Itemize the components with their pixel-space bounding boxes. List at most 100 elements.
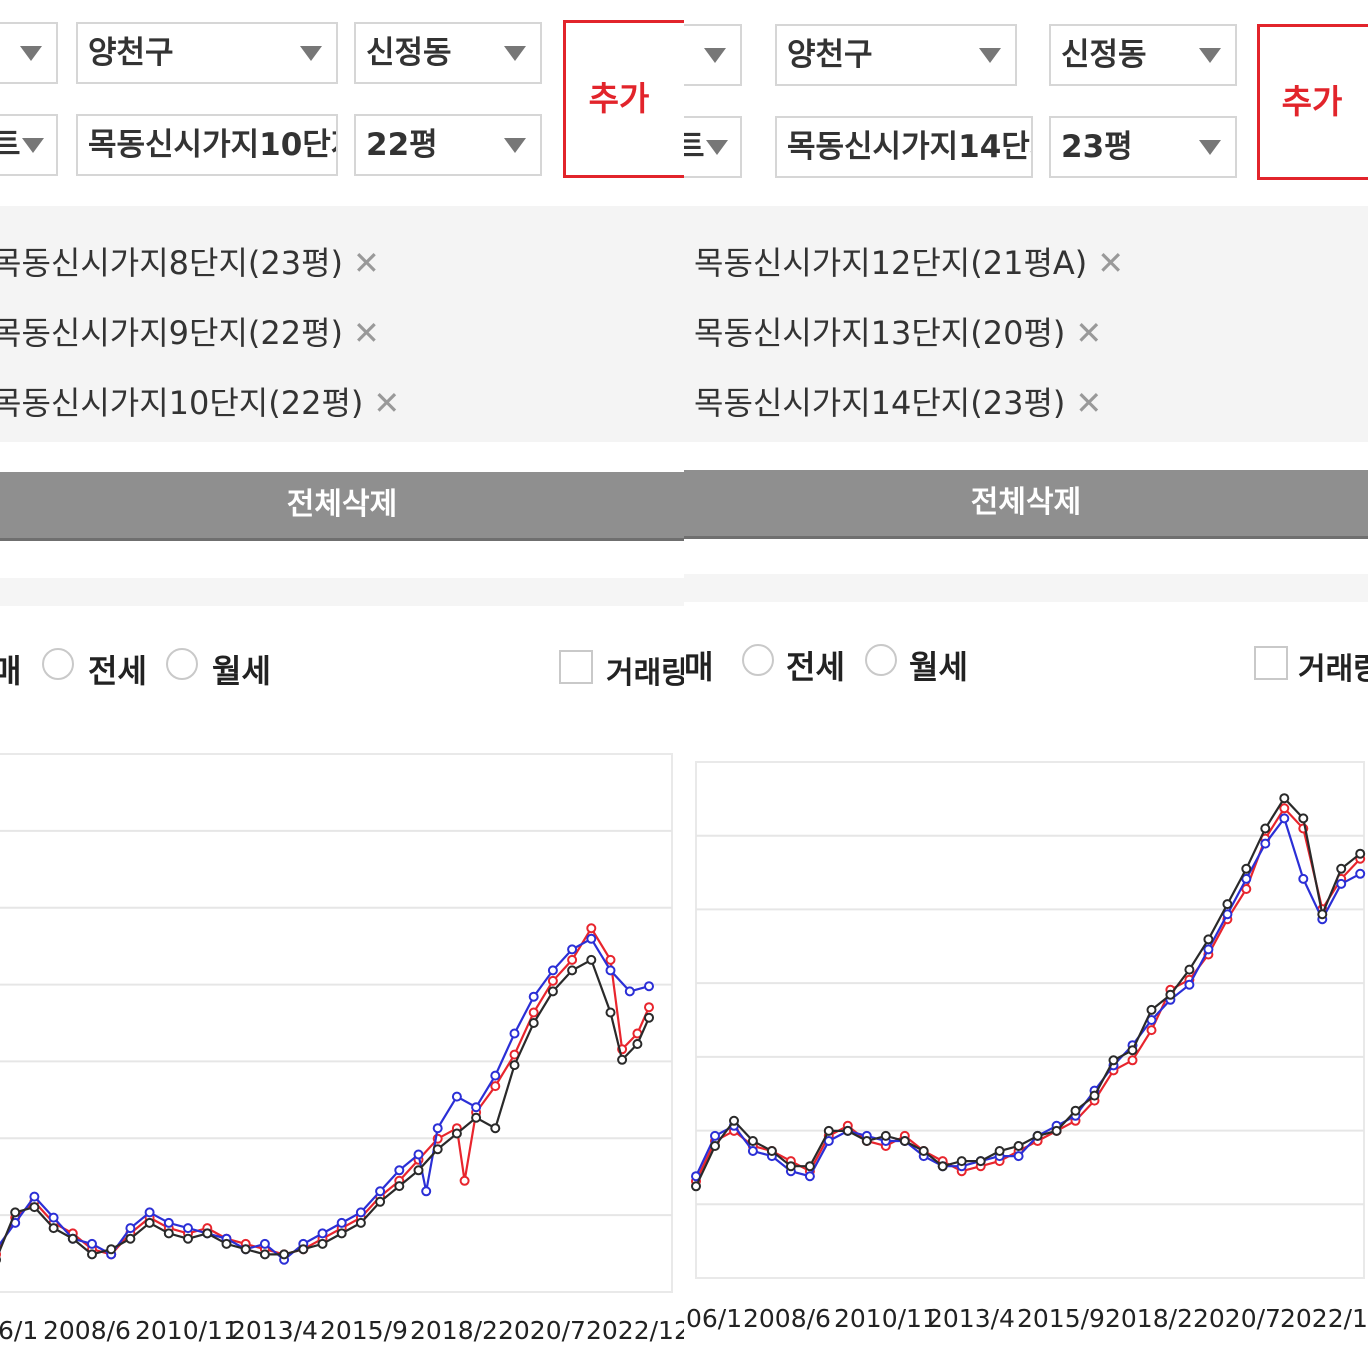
chevron-down-icon — [504, 138, 526, 153]
volume-checkbox[interactable] — [559, 650, 593, 684]
chevron-down-icon — [20, 46, 42, 61]
data-point — [1298, 873, 1309, 884]
data-point — [29, 1191, 40, 1202]
left-screenshot-panel: 양천구 신정동 트 목동신시가지10단지 22평 추가 목동신시가지8단지(23… — [0, 20, 684, 1345]
wolse-radio[interactable] — [166, 648, 198, 680]
selected-item-label: 목동신시가지13단지(20평) — [694, 314, 1066, 352]
data-point — [459, 1175, 470, 1186]
district-select[interactable]: 양천구 — [775, 24, 1017, 86]
data-point — [67, 1233, 78, 1244]
x-tick-label: 2018/2 — [410, 1316, 498, 1345]
close-icon[interactable]: ✕ — [1075, 384, 1103, 422]
data-point — [632, 1039, 643, 1049]
data-point — [1241, 863, 1252, 874]
close-icon[interactable]: ✕ — [1075, 314, 1103, 352]
data-point — [125, 1223, 136, 1234]
data-point — [144, 1217, 155, 1228]
data-point — [956, 1156, 967, 1167]
data-point — [1146, 1004, 1157, 1015]
data-point — [432, 1144, 443, 1155]
data-point — [691, 1181, 701, 1192]
complex-select[interactable]: 목동신시가지14단지 — [775, 116, 1033, 178]
data-point — [259, 1238, 270, 1249]
data-point — [1013, 1151, 1024, 1162]
chevron-down-icon — [22, 138, 44, 153]
data-point — [451, 1128, 462, 1139]
selected-item-label: 목동신시가지12단지(21평A) — [694, 244, 1088, 282]
data-point — [804, 1161, 815, 1172]
clear-all-button[interactable]: 전체삭제 — [0, 472, 684, 541]
price-chart — [0, 753, 673, 1293]
sale-tab-label: 매 — [0, 652, 22, 690]
type-select[interactable]: 트 — [0, 114, 58, 176]
data-point — [710, 1141, 720, 1151]
data-point — [1203, 934, 1214, 945]
jeonse-label: 전세 — [786, 648, 845, 686]
data-point — [1051, 1125, 1062, 1136]
chevron-down-icon — [979, 48, 1001, 63]
chevron-down-icon — [1199, 48, 1221, 63]
x-tick-label: 2020/7 — [498, 1316, 586, 1345]
data-point — [221, 1238, 232, 1249]
data-point — [842, 1125, 853, 1136]
close-icon[interactable]: ✕ — [1097, 244, 1125, 282]
data-point — [644, 1012, 654, 1023]
selected-item: 목동신시가지8단지(23평) ✕ — [0, 238, 380, 284]
x-tick-label: 2008/6 — [43, 1316, 131, 1345]
wolse-radio[interactable] — [865, 644, 897, 676]
close-icon[interactable]: ✕ — [353, 244, 380, 282]
size-value: 22평 — [366, 127, 438, 163]
add-button[interactable]: 추가 — [563, 20, 684, 178]
x-tick-label: 6/1 — [0, 1316, 39, 1345]
data-point — [975, 1156, 986, 1167]
selected-item: 목동신시가지12단지(21평A) ✕ — [694, 238, 1124, 284]
data-point — [87, 1249, 97, 1260]
data-point — [1184, 979, 1195, 990]
dong-select[interactable]: 신정동 — [354, 22, 542, 84]
wolse-label: 월세 — [909, 648, 968, 686]
x-tick-label: 06/1 — [686, 1304, 743, 1333]
district-select[interactable]: 양천구 — [76, 22, 338, 84]
add-button[interactable]: 추가 — [1257, 24, 1368, 180]
data-point — [1222, 899, 1233, 910]
city-select[interactable] — [684, 24, 742, 86]
complex-select[interactable]: 목동신시가지10단지 — [76, 114, 338, 176]
data-point — [710, 1130, 720, 1141]
data-point — [471, 1112, 482, 1123]
selected-list: 목동신시가지8단지(23평) ✕ 목동신시가지9단지(22평) ✕ 목동신시가지10… — [0, 206, 684, 442]
x-tick-label: 2015/9 — [320, 1316, 408, 1345]
data-point — [183, 1233, 193, 1244]
jeonse-radio[interactable] — [742, 644, 774, 676]
city-select[interactable] — [0, 22, 58, 84]
data-point — [421, 1186, 432, 1197]
type-value: 트 — [0, 116, 21, 174]
data-point — [1241, 884, 1252, 894]
data-point — [413, 1149, 424, 1160]
data-point — [605, 954, 616, 965]
close-icon[interactable]: ✕ — [373, 384, 401, 422]
clear-all-label: 전체삭제 — [970, 485, 1082, 520]
data-point — [48, 1212, 59, 1223]
data-point — [1165, 989, 1176, 1000]
type-select[interactable]: 트 — [684, 116, 742, 178]
dong-select[interactable]: 신정동 — [1049, 24, 1237, 86]
selected-item-label: 목동신시가지9단지(22평) — [0, 314, 344, 352]
size-select[interactable]: 23평 — [1049, 116, 1237, 178]
data-point — [451, 1091, 462, 1102]
data-point — [918, 1146, 929, 1156]
volume-checkbox[interactable] — [1254, 646, 1288, 680]
jeonse-radio[interactable] — [42, 648, 74, 680]
close-icon[interactable]: ✕ — [353, 314, 380, 352]
selected-item-label: 목동신시가지10단지(22평) — [0, 384, 364, 422]
dong-value: 신정동 — [1061, 37, 1147, 73]
section-divider — [0, 578, 684, 606]
chevron-down-icon — [300, 46, 322, 61]
data-point — [1013, 1141, 1024, 1151]
data-point — [567, 944, 578, 955]
data-point — [1184, 964, 1195, 975]
clear-all-button[interactable]: 전체삭제 — [684, 470, 1368, 539]
district-value: 양천구 — [88, 35, 174, 71]
data-point — [605, 965, 616, 976]
size-select[interactable]: 22평 — [354, 114, 542, 176]
data-point — [1203, 944, 1214, 955]
